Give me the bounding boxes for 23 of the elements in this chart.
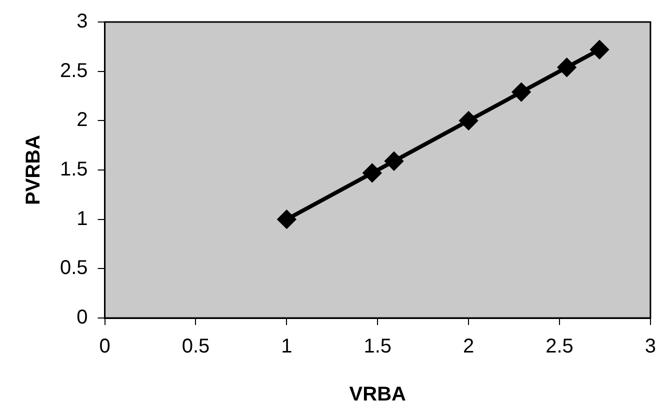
- point: [384, 152, 403, 170]
- point: [558, 58, 576, 76]
- point: [512, 83, 530, 102]
- point: [278, 210, 296, 228]
- x-tick-label: 2.5: [546, 336, 574, 358]
- x-tick-label: 2: [462, 336, 474, 358]
- point: [363, 164, 382, 182]
- y-tick-label: 1.5: [60, 158, 88, 181]
- y-tick-label: 3: [76, 10, 88, 33]
- x-tick-label: 0: [99, 336, 110, 358]
- y-tick-label: 0.5: [60, 257, 88, 280]
- y-tick-label: 2: [76, 109, 88, 132]
- point: [460, 112, 478, 130]
- x-axis-title: VRBA: [349, 384, 406, 406]
- x-tick-label: 1.5: [364, 336, 392, 358]
- x-tick-label: 1: [281, 336, 292, 358]
- y-tick-label: 0: [76, 306, 88, 329]
- x-tick-label: 3: [644, 336, 656, 358]
- y-tick-label: 1: [76, 208, 88, 230]
- y-axis-title: PVRBA: [22, 134, 45, 206]
- y-tick-label: 2.5: [60, 60, 88, 82]
- x-tick-label: 0.5: [182, 336, 210, 358]
- point: [590, 40, 609, 59]
